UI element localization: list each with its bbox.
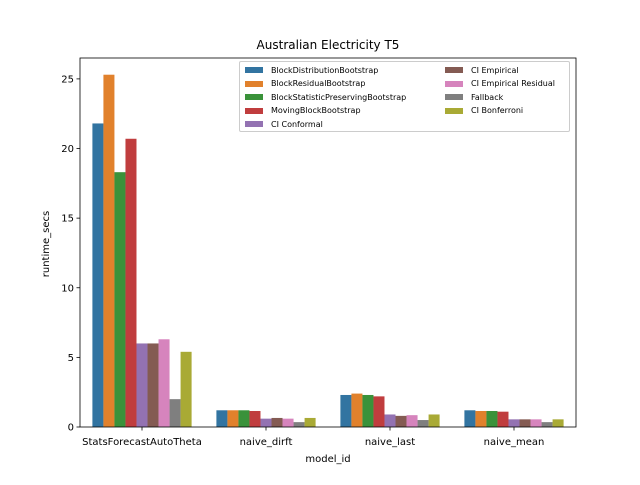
legend-item: CI Empirical xyxy=(445,64,519,76)
bar xyxy=(238,410,250,427)
bar xyxy=(260,418,272,427)
chart-title: Australian Electricity T5 xyxy=(257,38,400,52)
bar xyxy=(227,410,239,427)
legend-swatch xyxy=(245,107,263,114)
legend-swatch xyxy=(445,94,463,100)
bar xyxy=(428,414,440,427)
legend-swatch xyxy=(245,67,263,73)
bar xyxy=(464,410,476,427)
legend-swatch xyxy=(245,94,263,100)
legend-swatch xyxy=(245,80,263,87)
legend-label: MovingBlockBootstrap xyxy=(271,106,361,115)
legend: BlockDistributionBootstrap BlockResidualB… xyxy=(239,61,570,132)
plot-frame xyxy=(79,57,577,428)
bar xyxy=(373,396,385,427)
legend-item: BlockStatisticPreservingBootstrap xyxy=(245,91,406,103)
x-tick-label: naive_dirft xyxy=(240,437,293,448)
legend-label: CI Conformal xyxy=(271,119,323,129)
y-axis-label: runtime_secs xyxy=(41,211,52,277)
bar xyxy=(136,343,148,427)
bar xyxy=(293,422,305,427)
x-tick-label: naive_last xyxy=(365,437,415,448)
bar xyxy=(304,417,316,427)
x-tick-label: StatsForecastAutoTheta xyxy=(82,437,202,448)
legend-item: Fallback xyxy=(445,91,503,103)
bar xyxy=(475,410,487,427)
bar xyxy=(103,74,115,428)
y-tick-label: 0 xyxy=(68,423,74,434)
legend-label: Fallback xyxy=(471,92,504,102)
legend-swatch xyxy=(445,80,463,87)
bar xyxy=(271,417,283,427)
legend-label: CI Empirical xyxy=(471,65,519,75)
y-tick-label: 15 xyxy=(61,214,74,225)
bar xyxy=(406,415,418,427)
y-tick-label: 5 xyxy=(68,353,74,364)
bar xyxy=(497,411,509,427)
legend-item: CI Empirical Residual xyxy=(445,78,555,90)
legend-label: CI Empirical Residual xyxy=(471,79,555,88)
bar xyxy=(92,123,104,427)
x-tick-label: naive_mean xyxy=(484,437,545,448)
bar xyxy=(340,394,352,427)
bar xyxy=(530,419,542,427)
bar xyxy=(508,419,520,427)
bar xyxy=(169,399,181,427)
legend-item: CI Conformal xyxy=(245,118,323,130)
legend-label: BlockStatisticPreservingBootstrap xyxy=(271,92,407,102)
bar xyxy=(125,138,137,427)
bar xyxy=(486,410,498,427)
bar xyxy=(541,422,553,427)
legend-item: MovingBlockBootstrap xyxy=(245,105,361,117)
legend-swatch xyxy=(445,107,463,114)
y-tick-label: 20 xyxy=(61,144,74,155)
bar xyxy=(114,172,126,427)
bar xyxy=(362,394,374,427)
legend-label: BlockDistributionBootstrap xyxy=(271,65,379,75)
legend-swatch xyxy=(445,67,463,73)
bar xyxy=(552,419,564,427)
y-tick-label: 25 xyxy=(61,74,74,85)
bar xyxy=(216,410,228,427)
axes-group: 0 5 10 15 20 25 StatsForecastAutoTheta naive_di… xyxy=(61,57,577,448)
legend-label: BlockResidualBootstrap xyxy=(271,79,366,88)
bar xyxy=(282,418,294,427)
legend-item: BlockResidualBootstrap xyxy=(245,78,365,90)
bar xyxy=(180,351,192,427)
legend-item: CI Bonferroni xyxy=(445,105,523,117)
bar xyxy=(147,343,159,427)
bar xyxy=(519,419,531,427)
bar xyxy=(384,414,396,427)
legend-swatch xyxy=(245,121,263,127)
bar xyxy=(351,393,363,427)
bars-group xyxy=(92,74,564,428)
x-axis-label: model_id xyxy=(305,454,350,465)
bar xyxy=(417,420,429,427)
bar xyxy=(395,415,407,427)
bar xyxy=(158,339,170,427)
legend-item: BlockDistributionBootstrap xyxy=(245,64,378,76)
bar xyxy=(249,410,261,427)
y-tick-label: 10 xyxy=(61,283,74,294)
legend-label: CI Bonferroni xyxy=(471,106,524,115)
